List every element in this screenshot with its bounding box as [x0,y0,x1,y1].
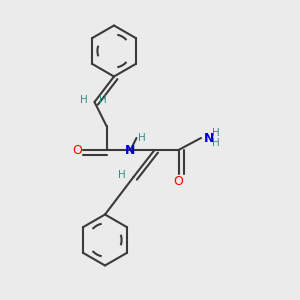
Text: O: O [174,175,183,188]
Text: H: H [212,128,219,138]
Text: H: H [80,94,88,105]
Text: N: N [125,143,136,157]
Text: H: H [118,170,126,181]
Text: H: H [99,94,107,105]
Text: N: N [204,131,214,145]
Text: H: H [138,133,146,143]
Text: H: H [212,138,219,148]
Text: O: O [72,143,82,157]
